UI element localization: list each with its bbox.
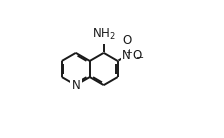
Text: +: + bbox=[126, 48, 132, 57]
Text: N: N bbox=[122, 49, 131, 62]
Text: O: O bbox=[122, 34, 131, 47]
Text: NH$_2$: NH$_2$ bbox=[92, 27, 116, 42]
Text: N: N bbox=[71, 79, 80, 92]
Text: O: O bbox=[133, 49, 142, 62]
Text: −: − bbox=[136, 53, 144, 63]
